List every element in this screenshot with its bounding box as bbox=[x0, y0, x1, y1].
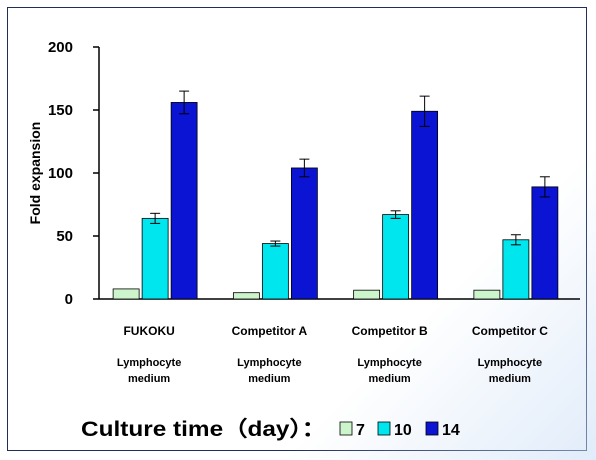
bar-14-0 bbox=[170, 102, 198, 300]
legend-label-10: 10 bbox=[394, 422, 412, 439]
category-label: Competitor A bbox=[232, 324, 308, 338]
category-sublabel: Lymphocyte bbox=[117, 357, 181, 369]
category-sublabel: Lymphocyte bbox=[478, 357, 542, 369]
bar-14-2 bbox=[411, 110, 439, 300]
bar-14-3 bbox=[531, 186, 559, 300]
bar-10-2 bbox=[382, 214, 410, 300]
bar-14-1 bbox=[290, 167, 318, 300]
bar-10-3 bbox=[502, 239, 530, 300]
bar-10-0 bbox=[141, 217, 169, 300]
category-sublabel: medium bbox=[489, 373, 531, 385]
category-sublabel: Lymphocyte bbox=[237, 357, 301, 369]
legend-label-14: 14 bbox=[442, 422, 460, 439]
y-tick-label: 0 bbox=[65, 291, 73, 308]
category-label: Competitor C bbox=[472, 324, 548, 338]
legend-swatch-10 bbox=[377, 421, 391, 436]
legend-label-7: 7 bbox=[356, 422, 365, 439]
y-tick-label: 150 bbox=[48, 102, 73, 119]
y-tick-label: 100 bbox=[48, 165, 73, 182]
bar-7-3 bbox=[473, 289, 501, 300]
labels: Fold expansion FUKOKU Lymphocyte medium Comp… bbox=[27, 122, 548, 385]
bar-7-1 bbox=[232, 292, 260, 300]
y-axis-label: Fold expansion bbox=[27, 122, 43, 225]
legend-title: Culture time（day）： bbox=[81, 417, 326, 441]
legend-swatch-7 bbox=[339, 421, 353, 436]
y-tick-label: 200 bbox=[48, 39, 73, 56]
bar-7-0 bbox=[112, 288, 140, 300]
category-sublabel: medium bbox=[369, 373, 411, 385]
legend-swatch-14 bbox=[425, 421, 439, 436]
category-sublabel: medium bbox=[248, 373, 290, 385]
category-sublabel: Lymphocyte bbox=[357, 357, 421, 369]
y-tick-label: 50 bbox=[56, 228, 73, 245]
category-label: FUKOKU bbox=[123, 324, 174, 338]
legend: Culture time（day）： 7 10 14 bbox=[81, 417, 460, 441]
bar-10-1 bbox=[261, 243, 289, 300]
category-label: Competitor B bbox=[352, 324, 428, 338]
bar-7-2 bbox=[353, 289, 381, 300]
category-sublabel: medium bbox=[128, 373, 170, 385]
bars bbox=[112, 90, 559, 300]
